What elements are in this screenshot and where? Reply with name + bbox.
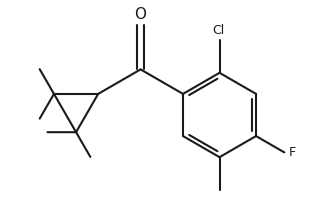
Text: O: O [134,7,146,22]
Text: F: F [288,146,295,159]
Text: Cl: Cl [212,24,224,37]
